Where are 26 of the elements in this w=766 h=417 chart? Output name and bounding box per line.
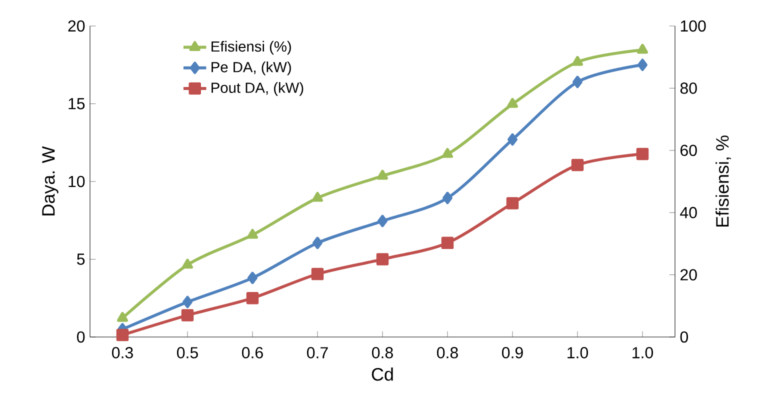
x-tick-label: 0.8 (372, 347, 393, 358)
legend-label: Pe DA, (kW) (212, 62, 291, 76)
y-axis-title: Daya. W (42, 146, 58, 216)
x-tick-label: 1.0 (568, 347, 588, 358)
y-tick-label: 5 (77, 254, 85, 265)
legend-label: Efisiensi (%) (212, 40, 291, 55)
x-tick-label: 1.0 (632, 347, 653, 358)
y2-tick-label: 60 (680, 144, 697, 156)
y-tick-label: 10 (68, 176, 85, 188)
y2-tick-label: 0 (680, 331, 688, 343)
x-tick-label: 0.8 (437, 347, 458, 358)
y-tick-label: 20 (68, 20, 85, 32)
y2-axis-title: Efisiensi, % (716, 136, 731, 227)
x-tick-label: 0.6 (242, 347, 263, 358)
legend-label: Pout DA, (kW) (212, 82, 304, 96)
y-tick-label: 0 (77, 331, 85, 343)
x-axis-title: Cd (372, 368, 393, 381)
y2-tick-label: 80 (680, 82, 697, 94)
x-tick-label: 0.5 (177, 347, 198, 358)
x-tick-label: 0.3 (112, 347, 133, 358)
y-tick-label: 15 (68, 98, 85, 110)
y2-tick-label: 40 (680, 206, 697, 218)
y2-tick-label: 100 (680, 20, 706, 32)
x-tick-label: 0.7 (307, 347, 328, 358)
y2-tick-label: 20 (680, 269, 697, 280)
x-tick-label: 0.9 (502, 347, 523, 358)
